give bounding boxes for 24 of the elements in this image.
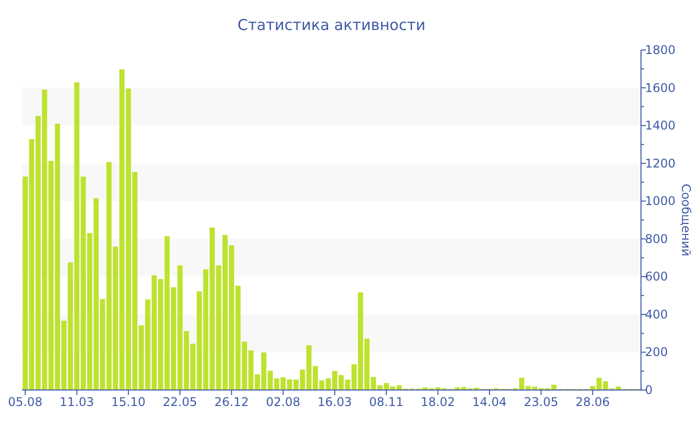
- x-tick-label: 15.10: [111, 395, 146, 409]
- x-tick-label: 23.05: [524, 395, 558, 409]
- y-tick-label: 0: [645, 383, 653, 397]
- x-tick-label: 08.11: [369, 395, 404, 409]
- x-tick-label: 22.05: [162, 395, 198, 409]
- x-tick-label: 14.04: [472, 395, 507, 409]
- y-tick-label: 1200: [645, 156, 676, 170]
- y-tick-label: 1600: [645, 80, 676, 95]
- y-tick-label: 200: [645, 345, 668, 360]
- y-tick-label: 600: [645, 270, 668, 284]
- y-tick-label: 800: [645, 232, 668, 246]
- x-tick-label: 18.02: [420, 395, 456, 409]
- x-tick-label: 05.08: [8, 395, 42, 409]
- y-tick-label: 400: [645, 307, 668, 322]
- y-axis-title: Сообщений: [679, 184, 693, 256]
- x-tick-label: 26.12: [214, 395, 249, 409]
- y-tick-label: 1800: [645, 43, 676, 57]
- x-tick-label: 16.03: [318, 395, 352, 409]
- x-tick-label: 11.03: [60, 395, 94, 409]
- y-tick-label: 1400: [645, 118, 676, 133]
- chart-title: Статистика активности: [238, 16, 426, 34]
- y-tick-label: 1000: [645, 194, 676, 208]
- x-tick-label: 02.08: [266, 395, 300, 409]
- x-tick-label: 28.06: [575, 395, 610, 409]
